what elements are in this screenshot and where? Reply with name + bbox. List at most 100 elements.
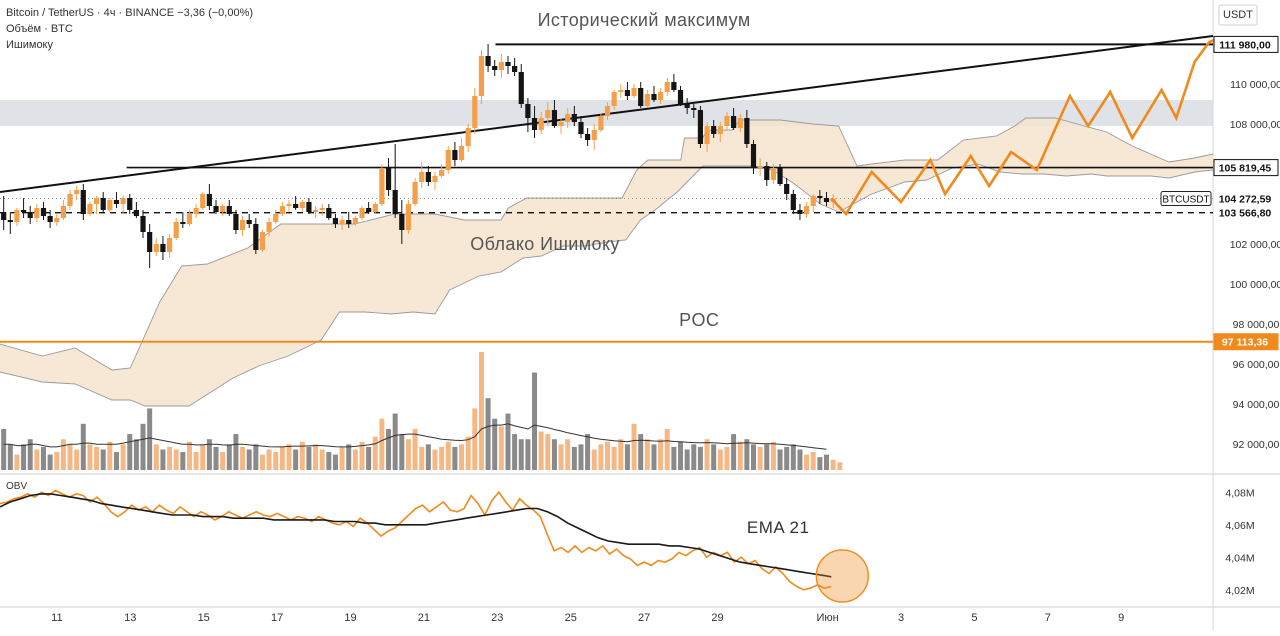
volume-bar (153, 444, 159, 470)
volume-bar (379, 418, 385, 470)
volume-bar (751, 444, 757, 470)
volume-bar (339, 446, 345, 470)
volume-bar (419, 446, 425, 470)
price-label: 103 566,80 (1219, 208, 1272, 220)
volume-bar (74, 449, 80, 470)
candle-body (27, 212, 33, 218)
time-tick: 19 (344, 612, 356, 624)
candle-body (366, 208, 372, 212)
candle-body (478, 56, 485, 96)
candle-body (764, 166, 770, 180)
candle-body (286, 204, 292, 206)
candle-body (551, 110, 558, 126)
candle-body (1, 212, 7, 220)
candle-body (54, 218, 60, 222)
volume-bar (465, 436, 471, 470)
candle-body (664, 82, 670, 92)
symbol-legend[interactable]: Bitcoin / TetherUS · 4ч · BINANCE −3,36 … (6, 7, 254, 19)
obv-legend[interactable]: OBV (6, 481, 28, 492)
candle-body (558, 122, 564, 126)
candle-body (93, 198, 100, 204)
volume-bar (565, 439, 571, 470)
volume-bar (678, 441, 684, 470)
candle-body (319, 208, 325, 210)
candle-body (206, 194, 212, 206)
volume-legend[interactable]: Объём · BTC (6, 23, 73, 35)
volume-bar (200, 444, 206, 470)
volume-bar (518, 439, 524, 470)
ichimoku-cloud (0, 117, 1214, 407)
cloud-lower-line (0, 163, 1214, 407)
volume-bar (14, 454, 20, 470)
candle-body (233, 214, 239, 230)
volume-bar (711, 444, 717, 470)
candle-body (20, 210, 27, 212)
candle-body (405, 204, 412, 230)
candle-body (127, 198, 133, 210)
price-tick: 98 000,00 (1233, 319, 1280, 331)
volume-bar (770, 441, 776, 470)
chart-annotation: POC (679, 310, 719, 330)
candle-body (784, 184, 790, 194)
price-tick: 102 000,00 (1230, 239, 1280, 251)
volume-bar (790, 444, 796, 470)
candle-body (293, 204, 299, 208)
candle-body (585, 134, 591, 140)
volume-bar (405, 439, 411, 470)
price-label-box (1213, 204, 1279, 222)
volume-bar (585, 434, 591, 470)
volume-bar (651, 444, 657, 470)
candle-body (67, 194, 73, 206)
candle-body (817, 196, 823, 198)
ema21-line (0, 493, 832, 578)
volume-bar (392, 413, 398, 470)
candle-body (120, 198, 126, 204)
volume-bar (40, 446, 46, 470)
candle-body (485, 56, 491, 66)
volume-bar (127, 434, 133, 470)
candle-body (432, 176, 438, 182)
volume-bar (160, 449, 166, 470)
volume-bar (94, 446, 100, 470)
volume-bar (147, 408, 153, 470)
candle-body (578, 122, 584, 134)
time-tick: 5 (971, 612, 977, 624)
ichimoku-cloud-fill (0, 118, 1213, 406)
volume-bar (133, 439, 139, 470)
candle-body (213, 206, 219, 212)
candle-body (147, 232, 153, 252)
volume-bar (432, 449, 438, 470)
price-tick: 92 000,00 (1233, 439, 1280, 451)
candle-body (100, 198, 106, 210)
ichimoku-legend[interactable]: Ишимоку (6, 39, 53, 51)
volume-bar (478, 352, 484, 470)
candle-body (644, 94, 650, 106)
time-tick: 29 (711, 612, 723, 624)
candle-body (571, 114, 577, 122)
candle-body (326, 208, 332, 218)
candle-body (193, 208, 199, 214)
axis-layer: 110 000,00 108 000,00 102 000,00 100 000,00… (51, 4, 1280, 624)
volume-bar (279, 446, 285, 470)
volume-bar (306, 446, 312, 470)
volume-bar (386, 428, 392, 470)
volume-bar (193, 452, 199, 470)
volume-bar (777, 449, 783, 470)
candle-body (624, 90, 631, 96)
candle-body (140, 216, 146, 232)
candle-body (744, 118, 750, 144)
volume-bar (764, 444, 770, 470)
candle-body (704, 126, 710, 144)
candle-body (226, 206, 232, 214)
candle-body (777, 168, 783, 184)
candle-body (671, 82, 677, 90)
volume-bar (173, 449, 179, 470)
candle-body (677, 90, 684, 104)
candle-body (439, 170, 445, 176)
price-tick: 100 000,00 (1230, 279, 1280, 291)
volume-bar (538, 431, 544, 470)
candle-body (392, 190, 398, 214)
candle-body (239, 220, 246, 230)
volume-bar (618, 439, 624, 470)
